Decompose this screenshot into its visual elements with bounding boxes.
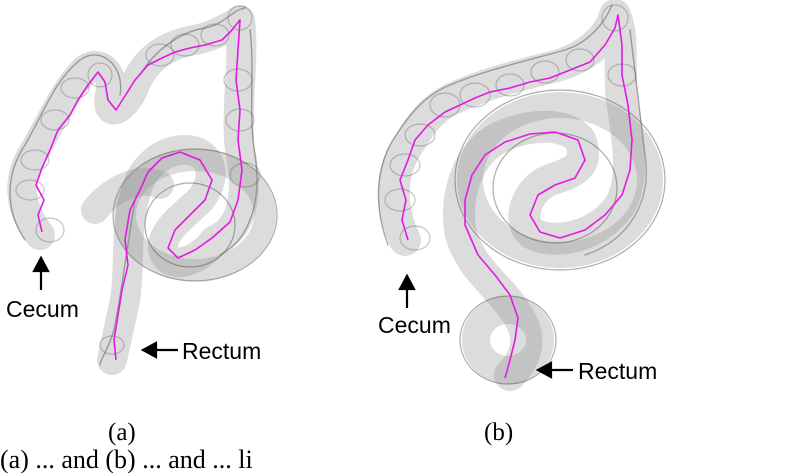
figure-caption-partial: (a) ... and (b) ... and ... li (0, 447, 253, 473)
cecum-label-a: Cecum (6, 296, 79, 322)
colon-model-b (377, 0, 666, 391)
rectum-label-a: Rectum (182, 338, 262, 364)
centerline-b (399, 14, 633, 379)
colon-model-a (7, 5, 278, 375)
caption-b: (b) (484, 419, 514, 446)
cecum-label-b: Cecum (378, 312, 451, 338)
centerline-a (35, 19, 243, 361)
rectum-label-b: Rectum (578, 358, 658, 384)
caption-a: (a) (108, 419, 136, 446)
